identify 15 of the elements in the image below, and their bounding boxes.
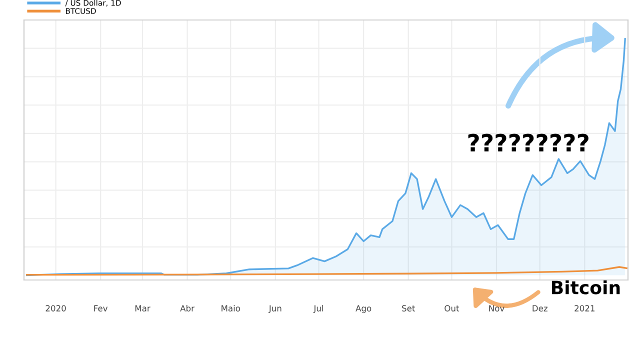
x-tick-label: Set (402, 305, 416, 312)
x-tick-label: Jun (268, 305, 282, 313)
x-tick-label: Out (444, 305, 460, 312)
x-tick-label: Ago (356, 305, 372, 314)
x-tick-label: Nov (489, 305, 504, 312)
x-tick-label: Dez (532, 305, 548, 312)
x-tick-label: Maio (222, 305, 240, 312)
annotation: ????????? (468, 134, 588, 152)
x-tick-label: 2020 (46, 305, 66, 312)
x-tick-label: Jul (313, 305, 324, 313)
x-tick-label: Mar (135, 305, 150, 312)
text: Bitcoin (552, 280, 620, 294)
x-tick-label: Fev (94, 305, 108, 312)
x-tick-label: 2021 (574, 305, 594, 312)
x-tick-label: Abr (180, 305, 194, 312)
